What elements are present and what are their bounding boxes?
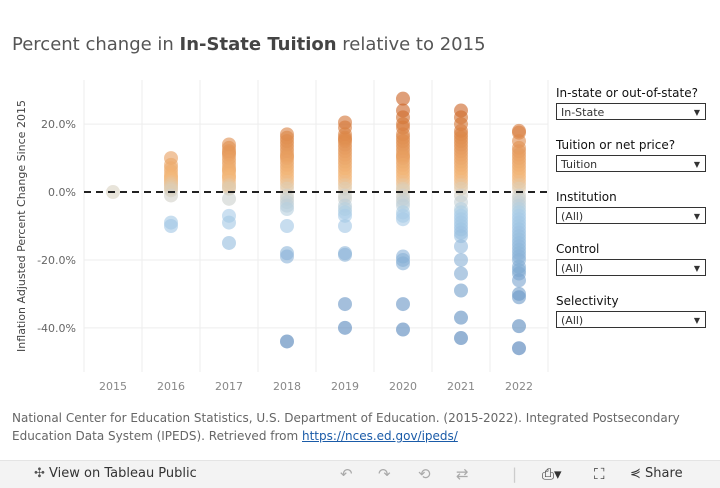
filter-panel: In-state or out-of-state? In-State ▼ Tuit…: [556, 86, 708, 346]
data-point: [454, 266, 468, 281]
data-point: [280, 202, 294, 217]
dropdown-value: (All): [561, 210, 584, 223]
data-point: [454, 310, 468, 325]
data-point: [512, 273, 526, 288]
data-point: [454, 239, 468, 254]
filter-tuition: Tuition or net price? Tuition ▼: [556, 138, 708, 172]
chart-title: Percent change in In-State Tuition relat…: [12, 34, 486, 55]
download-icon[interactable]: ⎙▾: [542, 465, 562, 483]
filter-label: Institution: [556, 190, 617, 204]
view-label: View on Tableau Public: [49, 466, 197, 481]
x-tick-label: 2015: [99, 380, 127, 393]
data-point: [454, 331, 468, 346]
source-note: National Center for Education Statistics…: [12, 409, 712, 445]
data-point: [454, 283, 468, 298]
data-point: [222, 191, 236, 206]
title-prefix: Percent change in: [12, 34, 180, 55]
revert-icon[interactable]: ⟲: [418, 465, 431, 483]
tableau-icon: ✣: [34, 466, 45, 481]
ipeds-link[interactable]: https://nces.ed.gov/ipeds/: [302, 429, 458, 443]
filter-institution: Institution (All) ▼: [556, 190, 708, 224]
data-point: [396, 322, 410, 337]
dropdown-arrow-icon: ▼: [693, 264, 700, 273]
data-point: [338, 320, 352, 335]
dropdown-arrow-icon: ▼: [693, 160, 700, 169]
filter-in-state: In-state or out-of-state? In-State ▼: [556, 86, 708, 120]
x-tick-label: 2017: [215, 380, 243, 393]
institution-dropdown[interactable]: (All) ▼: [556, 207, 706, 224]
data-point: [222, 235, 236, 250]
data-point: [512, 319, 526, 334]
data-point: [454, 229, 468, 244]
title-suffix: relative to 2015: [336, 34, 486, 55]
undo-icon[interactable]: ↶: [340, 465, 353, 483]
x-tick-label: 2019: [331, 380, 359, 393]
share-label: Share: [645, 466, 683, 481]
separator-icon: |: [512, 465, 518, 483]
data-point: [338, 219, 352, 233]
tableau-toolbar: ✣ View on Tableau Public ↶ ↷ ⟲ ⇄ | ⎙▾ ⛶ …: [0, 460, 720, 488]
in-state-dropdown[interactable]: In-State ▼: [556, 103, 706, 120]
y-axis-label: Inflation Adjusted Percent Change Since …: [15, 100, 28, 352]
x-tick-label: 2021: [447, 380, 475, 393]
data-point: [512, 290, 526, 305]
data-point: [396, 212, 410, 227]
x-tick-label: 2020: [389, 380, 417, 393]
y-tick-label: 0.0%: [48, 186, 76, 199]
data-point: [164, 188, 178, 203]
data-point: [338, 297, 352, 312]
data-point: [338, 247, 352, 262]
filter-control: Control (All) ▼: [556, 242, 708, 276]
view-on-tableau-button[interactable]: ✣ View on Tableau Public: [34, 466, 197, 481]
dropdown-arrow-icon: ▼: [693, 316, 700, 325]
redo-icon[interactable]: ↷: [378, 465, 391, 483]
x-tick-label: 2022: [505, 380, 533, 393]
filter-selectivity: Selectivity (All) ▼: [556, 294, 708, 328]
y-tick-label: 20.0%: [41, 118, 76, 131]
dropdown-value: In-State: [561, 106, 605, 119]
title-bold: In-State Tuition: [179, 34, 337, 55]
fullscreen-icon[interactable]: ⛶: [594, 465, 605, 483]
data-point: [396, 297, 410, 312]
dropdown-value: (All): [561, 314, 584, 327]
scatter-chart: 20.0% 0.0% -20.0% -40.0% 2015 2016 2017 2018 201…: [15, 80, 549, 393]
share-icon: ⋞: [630, 466, 641, 481]
x-tick-label: 2016: [157, 380, 185, 393]
dropdown-value: Tuition: [561, 158, 598, 171]
filter-label: Selectivity: [556, 294, 619, 308]
filter-label: Tuition or net price?: [556, 138, 676, 152]
data-point: [338, 208, 352, 223]
dropdown-value: (All): [561, 262, 584, 275]
data-point: [454, 252, 468, 267]
y-tick-label: -20.0%: [37, 254, 76, 267]
source-text: National Center for Education Statistics…: [12, 411, 680, 443]
data-point: [396, 91, 410, 106]
selectivity-dropdown[interactable]: (All) ▼: [556, 311, 706, 328]
data-point: [396, 256, 410, 271]
x-tick-label: 2018: [273, 380, 301, 393]
data-point: [280, 334, 294, 349]
share-button[interactable]: ⋞ Share: [630, 466, 683, 481]
data-point: [222, 215, 236, 230]
data-point: [280, 219, 294, 233]
tuition-dropdown[interactable]: Tuition ▼: [556, 155, 706, 172]
dropdown-arrow-icon: ▼: [693, 212, 700, 221]
data-point: [164, 219, 178, 233]
dropdown-arrow-icon: ▼: [693, 108, 700, 117]
filter-label: Control: [556, 242, 600, 256]
control-dropdown[interactable]: (All) ▼: [556, 259, 706, 276]
y-tick-label: -40.0%: [37, 322, 76, 335]
filter-label: In-state or out-of-state?: [556, 86, 698, 100]
refresh-icon[interactable]: ⇄: [456, 465, 469, 483]
data-point: [512, 341, 526, 356]
data-point: [280, 249, 294, 264]
